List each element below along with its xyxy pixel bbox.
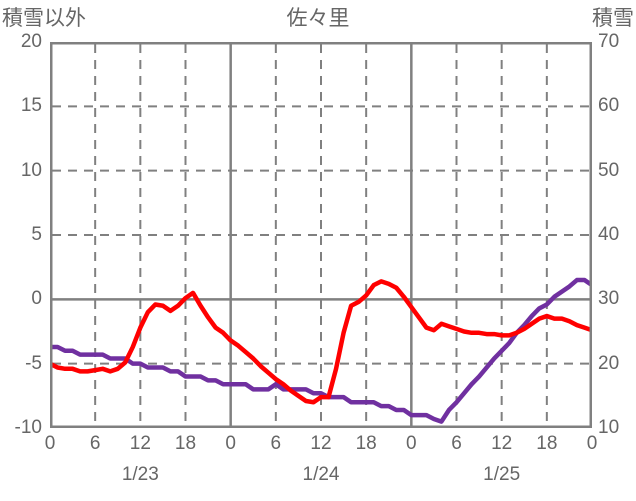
x-tick-hour: 0 <box>406 433 417 454</box>
y-tick-right: 40 <box>598 224 620 245</box>
y-tick-left: 15 <box>20 95 42 117</box>
x-tick-hour: 6 <box>89 433 101 454</box>
x-tick-hour: 12 <box>129 433 151 454</box>
chart-title: 佐々里 <box>286 7 350 30</box>
x-tick-hour: 12 <box>310 433 332 454</box>
y-tick-right: 30 <box>598 288 620 310</box>
plot-border <box>50 42 592 428</box>
plot-svg <box>50 42 592 428</box>
y-tick-left: -10 <box>14 417 42 438</box>
y-tick-right: 50 <box>598 159 620 181</box>
x-tick-hour: 0 <box>44 433 56 454</box>
y-tick-left: 20 <box>20 31 42 52</box>
right-axis-title: 積雪 <box>592 7 634 30</box>
x-tick-hour: 6 <box>451 433 462 454</box>
gridlines <box>52 44 590 426</box>
series-line-other <box>50 279 592 405</box>
x-tick-date: 1/23 <box>121 464 159 485</box>
left-axis-title: 積雪以外 <box>2 7 86 30</box>
y-tick-right: 70 <box>598 31 620 52</box>
data-series <box>50 277 592 424</box>
y-tick-left: 10 <box>20 159 42 181</box>
x-tick-hour: 18 <box>174 433 197 454</box>
y-tick-left: 0 <box>31 288 42 310</box>
x-tick-hour: 6 <box>270 433 282 454</box>
plot-area <box>50 42 592 428</box>
y-tick-left: -5 <box>25 352 42 374</box>
y-tick-right: 60 <box>598 95 620 117</box>
x-tick-date: 1/25 <box>483 464 521 485</box>
x-tick-hour: 0 <box>225 433 236 454</box>
x-tick-hour: 18 <box>536 433 558 454</box>
y-tick-right: 20 <box>598 352 620 374</box>
x-tick-hour: 12 <box>491 433 513 454</box>
y-tick-right: 10 <box>598 417 620 438</box>
x-tick-hour: 0 <box>586 433 598 454</box>
x-tick-date: 1/24 <box>302 464 340 485</box>
x-tick-hour: 18 <box>355 433 377 454</box>
y-tick-left: 5 <box>31 224 42 245</box>
series-line-snow-depth <box>50 277 592 424</box>
